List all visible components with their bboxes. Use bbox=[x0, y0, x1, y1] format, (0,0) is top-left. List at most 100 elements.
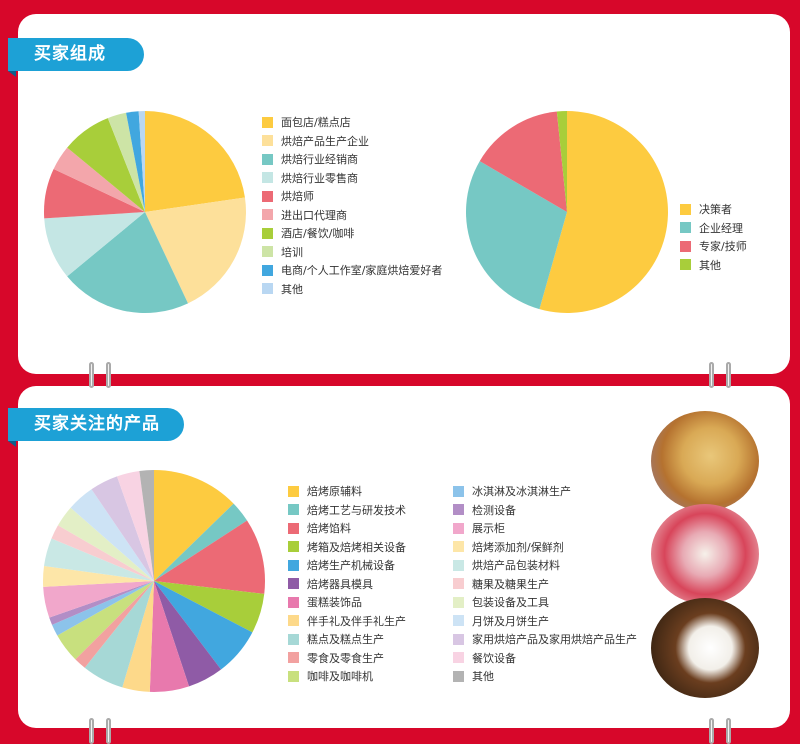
legend-swatch bbox=[288, 615, 299, 627]
legend-item: 糕点及糕点生产 bbox=[288, 630, 453, 649]
legend-swatch bbox=[453, 522, 464, 534]
legend-label: 焙烤原辅料 bbox=[307, 485, 362, 499]
legend-label: 烤箱及焙烤相关设备 bbox=[307, 540, 406, 554]
legend-item: 其他 bbox=[453, 667, 618, 686]
legend-label: 焙烤工艺与研发技术 bbox=[307, 503, 406, 517]
legend-item: 咖啡及咖啡机 bbox=[288, 667, 453, 686]
legend-item: 检测设备 bbox=[453, 501, 618, 520]
legend-swatch bbox=[262, 264, 273, 276]
legend-item: 其他 bbox=[680, 256, 747, 275]
products-of-interest-card: 买家关注的产品 焙烤原辅料 焙烤工艺与研发技术 焙烤馅料 烤箱及焙烤相关设备 焙烤生产机… bbox=[8, 386, 790, 728]
legend-label: 餐饮设备 bbox=[472, 651, 516, 665]
pie-slice-15 bbox=[42, 566, 154, 587]
legend-label: 烘焙产品生产企业 bbox=[281, 134, 369, 148]
section-title-buyer-composition: 买家组成 bbox=[8, 38, 144, 77]
legend-label: 烘焙行业经销商 bbox=[281, 153, 358, 167]
legend-swatch bbox=[680, 203, 691, 215]
binder-ring bbox=[726, 362, 731, 388]
legend-swatch bbox=[262, 172, 273, 184]
mooncake-photo bbox=[651, 411, 759, 511]
legend-label: 其他 bbox=[281, 282, 303, 296]
legend-swatch bbox=[453, 485, 464, 497]
pie-slice-16 bbox=[44, 538, 154, 581]
buyer-composition-card: 买家组成 面包店/糕点店 烘焙产品生产企业 烘焙行业经销商 烘焙行业零售商 烘焙师 进出口… bbox=[8, 14, 790, 374]
legend-swatch bbox=[262, 246, 273, 258]
legend-swatch bbox=[288, 633, 299, 645]
legend-swatch bbox=[288, 578, 299, 590]
pie-slice-22 bbox=[139, 470, 154, 581]
legend-item: 焙烤器具模具 bbox=[288, 575, 453, 594]
legend-item: 糖果及糖果生产 bbox=[453, 575, 618, 594]
legend-item: 烘焙师 bbox=[262, 187, 442, 206]
legend-label: 冰淇淋及冰淇淋生产 bbox=[472, 485, 571, 499]
legend-swatch bbox=[453, 652, 464, 664]
legend-item: 企业经理 bbox=[680, 219, 747, 238]
pie-slice-8 bbox=[122, 581, 154, 692]
legend-item: 零食及零食生产 bbox=[288, 649, 453, 668]
legend-swatch bbox=[262, 153, 273, 165]
legend-item: 酒店/餐饮/咖啡 bbox=[262, 224, 442, 243]
pie-slice-7 bbox=[149, 581, 190, 692]
legend-item: 月饼及月饼生产 bbox=[453, 612, 618, 631]
pie-slice-10 bbox=[138, 111, 145, 212]
legend-item: 进出口代理商 bbox=[262, 206, 442, 225]
legend-label: 烘焙师 bbox=[281, 190, 314, 204]
pie-slice-9 bbox=[126, 111, 145, 212]
pie-slice-13 bbox=[49, 581, 154, 625]
legend-label: 零食及零食生产 bbox=[307, 651, 384, 665]
legend-item: 焙烤生产机械设备 bbox=[288, 556, 453, 575]
pie-slice-3 bbox=[479, 111, 567, 212]
pie-slice-14 bbox=[43, 581, 154, 618]
legend-swatch bbox=[262, 190, 273, 202]
pie-slice-11 bbox=[57, 581, 154, 660]
pie-slice-2 bbox=[154, 503, 248, 581]
pie-chart-products bbox=[42, 470, 265, 692]
pie-slice-5 bbox=[43, 168, 145, 219]
legend-swatch bbox=[262, 227, 273, 239]
pie-slice-4 bbox=[44, 212, 146, 277]
legend-swatch bbox=[453, 633, 464, 645]
pie-slice-4 bbox=[556, 111, 567, 212]
legend-swatch bbox=[288, 504, 299, 516]
legend-label: 糕点及糕点生产 bbox=[307, 633, 384, 647]
pie-slice-1 bbox=[539, 111, 668, 313]
pie-slice-1 bbox=[154, 470, 234, 581]
legend-label: 其他 bbox=[472, 670, 494, 684]
pie-slice-6 bbox=[154, 581, 222, 687]
legend-swatch bbox=[288, 522, 299, 534]
legend-label: 企业经理 bbox=[699, 221, 743, 235]
binder-ring bbox=[89, 362, 94, 388]
pie-slice-12 bbox=[52, 581, 154, 636]
binder-ring bbox=[726, 718, 731, 744]
pie-slice-5 bbox=[154, 581, 253, 670]
pastry-photo bbox=[651, 504, 759, 604]
legend-label: 糖果及糖果生产 bbox=[472, 577, 549, 591]
legend-label: 伴手礼及伴手礼生产 bbox=[307, 614, 406, 628]
legend-label: 电商/个人工作室/家庭烘焙爱好者 bbox=[281, 264, 443, 278]
pie-slice-18 bbox=[57, 507, 154, 581]
legend-column: 焙烤原辅料焙烤工艺与研发技术 焙烤馅料烤箱及焙烤相关设备焙烤生产机械设备 焙烤器具模… bbox=[288, 482, 453, 686]
binder-ring bbox=[709, 362, 714, 388]
legend-swatch bbox=[262, 135, 273, 147]
legend-label: 焙烤馅料 bbox=[307, 522, 351, 536]
legend-swatch bbox=[453, 670, 464, 682]
legend-label: 包装设备及工具 bbox=[472, 596, 549, 610]
legend-label: 决策者 bbox=[699, 203, 732, 217]
legend-label: 专家/技师 bbox=[699, 240, 747, 254]
legend-item: 面包店/糕点店 bbox=[262, 113, 442, 132]
legend-item: 展示柜 bbox=[453, 519, 618, 538]
legend-label: 检测设备 bbox=[472, 503, 516, 517]
legend-item: 烘焙产品包装材料 bbox=[453, 556, 618, 575]
legend-item: 决策者 bbox=[680, 200, 747, 219]
pie-slice-3 bbox=[154, 520, 265, 594]
legend-item: 专家/技师 bbox=[680, 237, 747, 256]
legend-item: 其他 bbox=[262, 280, 442, 299]
legend-item: 冰淇淋及冰淇淋生产 bbox=[453, 482, 618, 501]
legend-item: 餐饮设备 bbox=[453, 649, 618, 668]
pie-slice-2 bbox=[466, 161, 567, 310]
legend-item: 烤箱及焙烤相关设备 bbox=[288, 538, 453, 557]
binder-ring bbox=[106, 362, 111, 388]
binder-ring bbox=[106, 718, 111, 744]
pie-slice-9 bbox=[84, 581, 154, 688]
legend-swatch bbox=[680, 259, 691, 271]
